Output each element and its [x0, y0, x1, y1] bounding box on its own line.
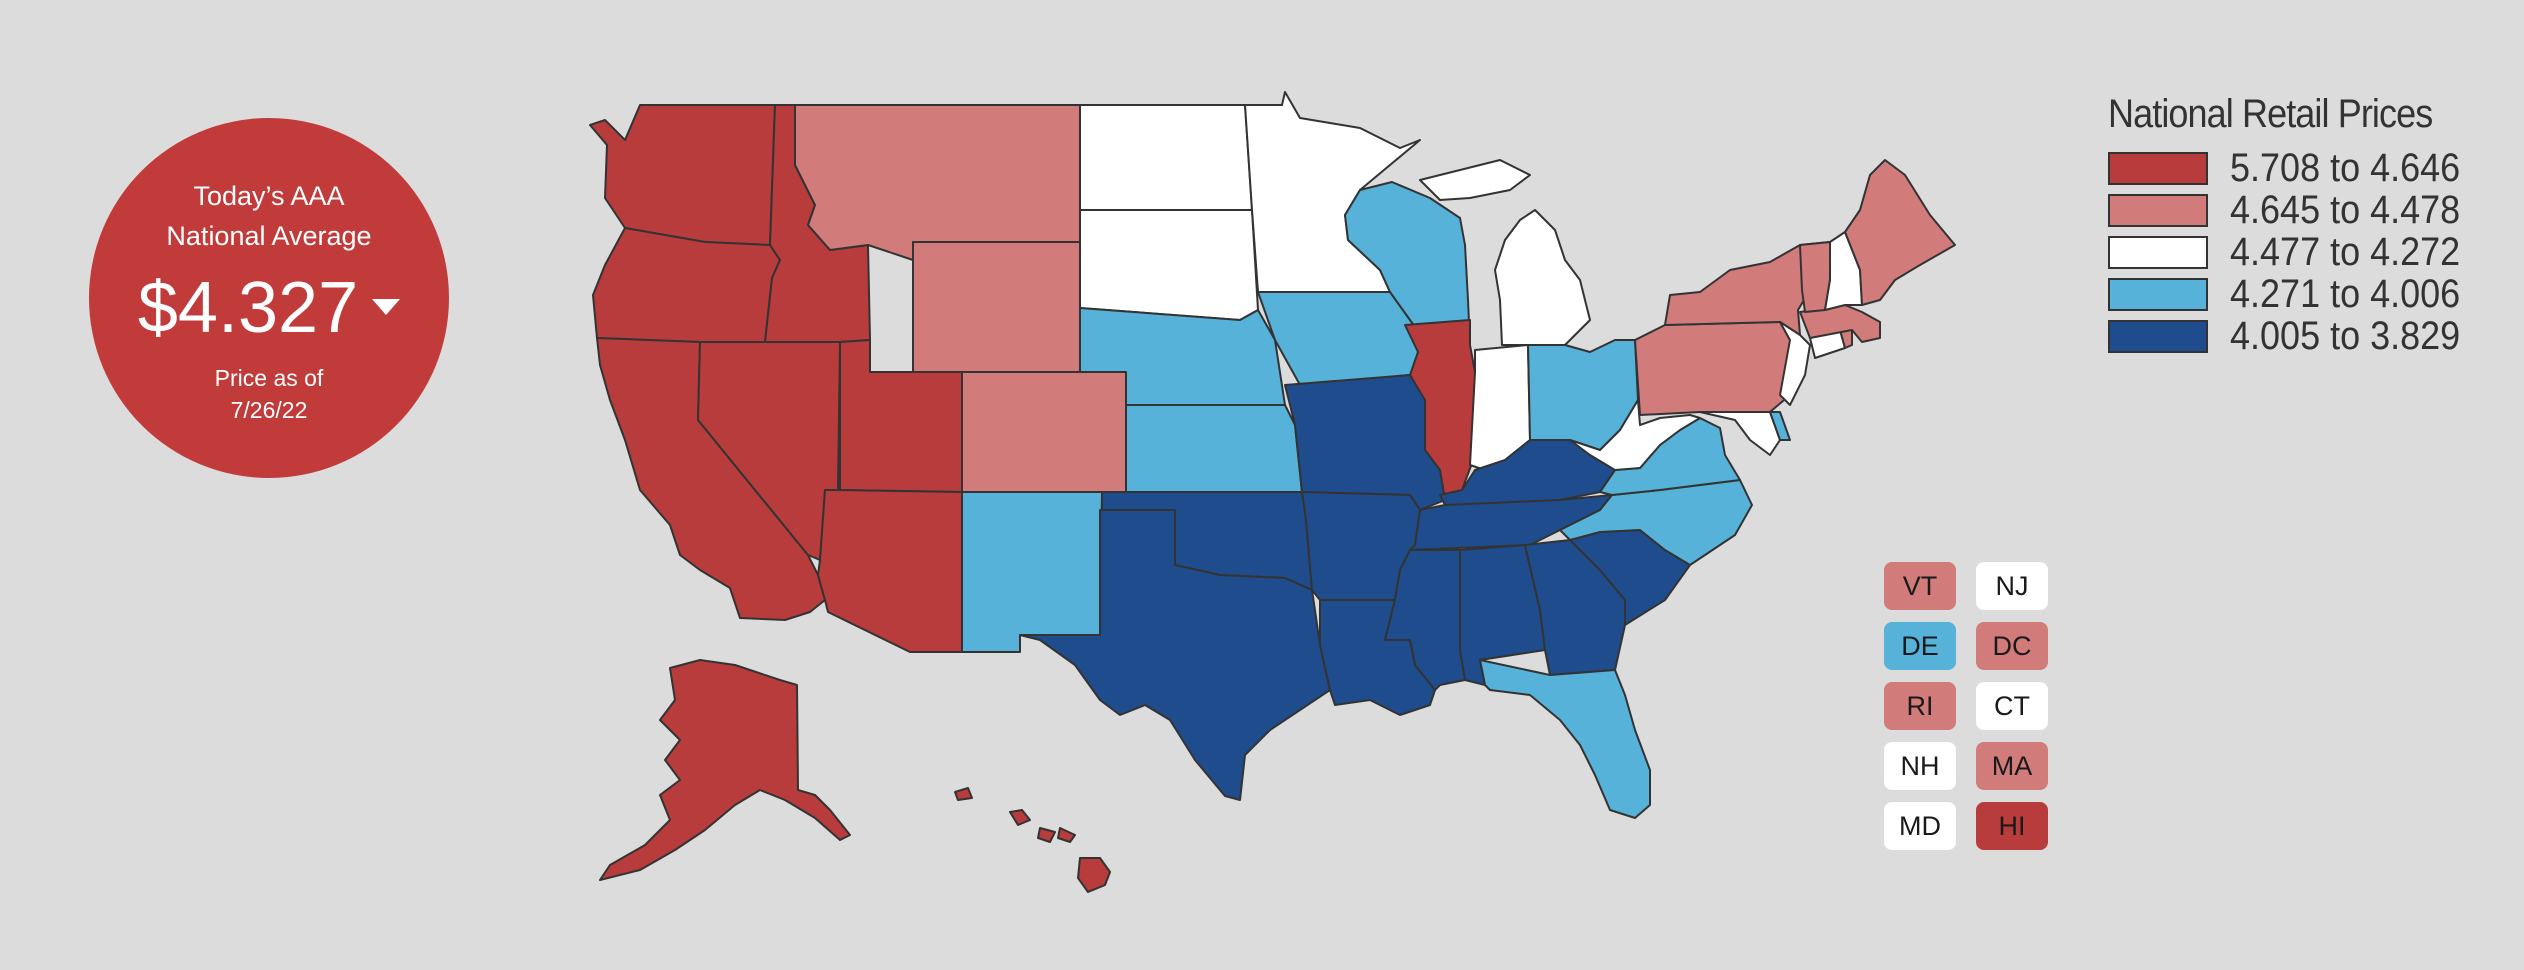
caret-down-icon [372, 298, 401, 315]
legend-item-3: 4.477 to 4.272 [2108, 229, 2508, 274]
legend-item-5: 4.005 to 3.829 [2108, 313, 2508, 358]
state-de[interactable] [1769, 411, 1791, 441]
state-nj[interactable] [1779, 321, 1811, 406]
legend-label: 4.005 to 3.829 [2230, 313, 2461, 358]
state-ks[interactable] [1125, 404, 1303, 493]
state-pa[interactable] [1634, 321, 1791, 416]
state-chip-nj[interactable]: NJ [1976, 562, 2048, 610]
state-nd[interactable] [1079, 104, 1253, 211]
state-wy[interactable] [912, 241, 1081, 373]
state-chip-ma[interactable]: MA [1976, 742, 2048, 790]
state-chip-ct[interactable]: CT [1976, 682, 2048, 730]
state-sd[interactable] [1079, 209, 1259, 321]
state-me[interactable] [1844, 159, 1956, 306]
state-mi[interactable] [1419, 159, 1591, 346]
state-chip-md[interactable]: MD [1884, 802, 1956, 850]
state-tx[interactable] [1019, 509, 1331, 801]
legend: National Retail Prices 5.708 to 4.646 4.… [2108, 92, 2508, 358]
state-az[interactable] [817, 489, 963, 653]
legend-swatch [2108, 151, 2208, 185]
legend-item-2: 4.645 to 4.478 [2108, 187, 2508, 232]
legend-swatch [2108, 235, 2208, 269]
legend-swatch [2108, 319, 2208, 353]
small-states-grid: VT NJ DE DC RI CT NH MA MD HI [1884, 562, 2050, 850]
state-co[interactable] [961, 371, 1127, 493]
price-value: $4.327 [137, 268, 359, 348]
state-chip-vt[interactable]: VT [1884, 562, 1956, 610]
state-ak[interactable] [599, 659, 851, 881]
title-line-2: National Average [166, 221, 372, 251]
state-chip-dc[interactable]: DC [1976, 622, 2048, 670]
national-average-badge: Today’s AAA National Average $4.327 Pric… [89, 118, 449, 478]
legend-item-1: 5.708 to 4.646 [2108, 145, 2508, 190]
state-chip-hi[interactable]: HI [1976, 802, 2048, 850]
legend-label: 4.477 to 4.272 [2230, 229, 2461, 274]
state-nm[interactable] [961, 491, 1103, 653]
state-mt[interactable] [794, 104, 1081, 261]
asof-line-2: 7/26/22 [230, 397, 308, 423]
title-line-1: Today’s AAA [193, 181, 345, 211]
state-ma[interactable] [1799, 304, 1881, 343]
legend-item-4: 4.271 to 4.006 [2108, 271, 2508, 316]
legend-label: 4.271 to 4.006 [2230, 271, 2461, 316]
state-chip-ri[interactable]: RI [1884, 682, 1956, 730]
national-average-price: $4.327 [89, 268, 449, 348]
state-chip-de[interactable]: DE [1884, 622, 1956, 670]
legend-label: 5.708 to 4.646 [2230, 145, 2461, 190]
legend-swatch [2108, 277, 2208, 311]
state-wa[interactable] [589, 104, 776, 246]
legend-label: 4.645 to 4.478 [2230, 187, 2461, 232]
state-chip-nh[interactable]: NH [1884, 742, 1956, 790]
state-or[interactable] [592, 227, 781, 343]
state-fl[interactable] [1479, 659, 1651, 819]
state-hi[interactable] [954, 787, 1111, 893]
asof-line-1: Price as of [214, 365, 324, 391]
legend-title: National Retail Prices [2108, 92, 2433, 136]
state-wv[interactable] [1569, 399, 1701, 471]
legend-swatch [2108, 193, 2208, 227]
price-as-of: Price as of 7/26/22 [89, 362, 449, 426]
national-average-title: Today’s AAA National Average [89, 176, 449, 256]
